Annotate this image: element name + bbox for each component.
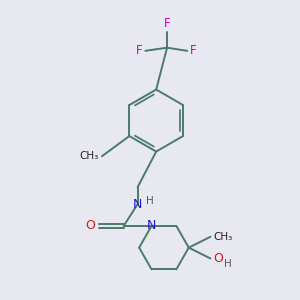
Text: N: N [147, 219, 156, 232]
Text: F: F [164, 17, 170, 30]
Text: H: H [224, 259, 232, 269]
Text: CH₃: CH₃ [213, 232, 232, 242]
Text: O: O [85, 219, 95, 232]
Text: O: O [213, 252, 223, 265]
Text: H: H [146, 196, 153, 206]
Text: CH₃: CH₃ [80, 151, 99, 161]
Text: N: N [133, 198, 142, 211]
Text: F: F [190, 44, 196, 57]
Text: F: F [136, 44, 143, 57]
